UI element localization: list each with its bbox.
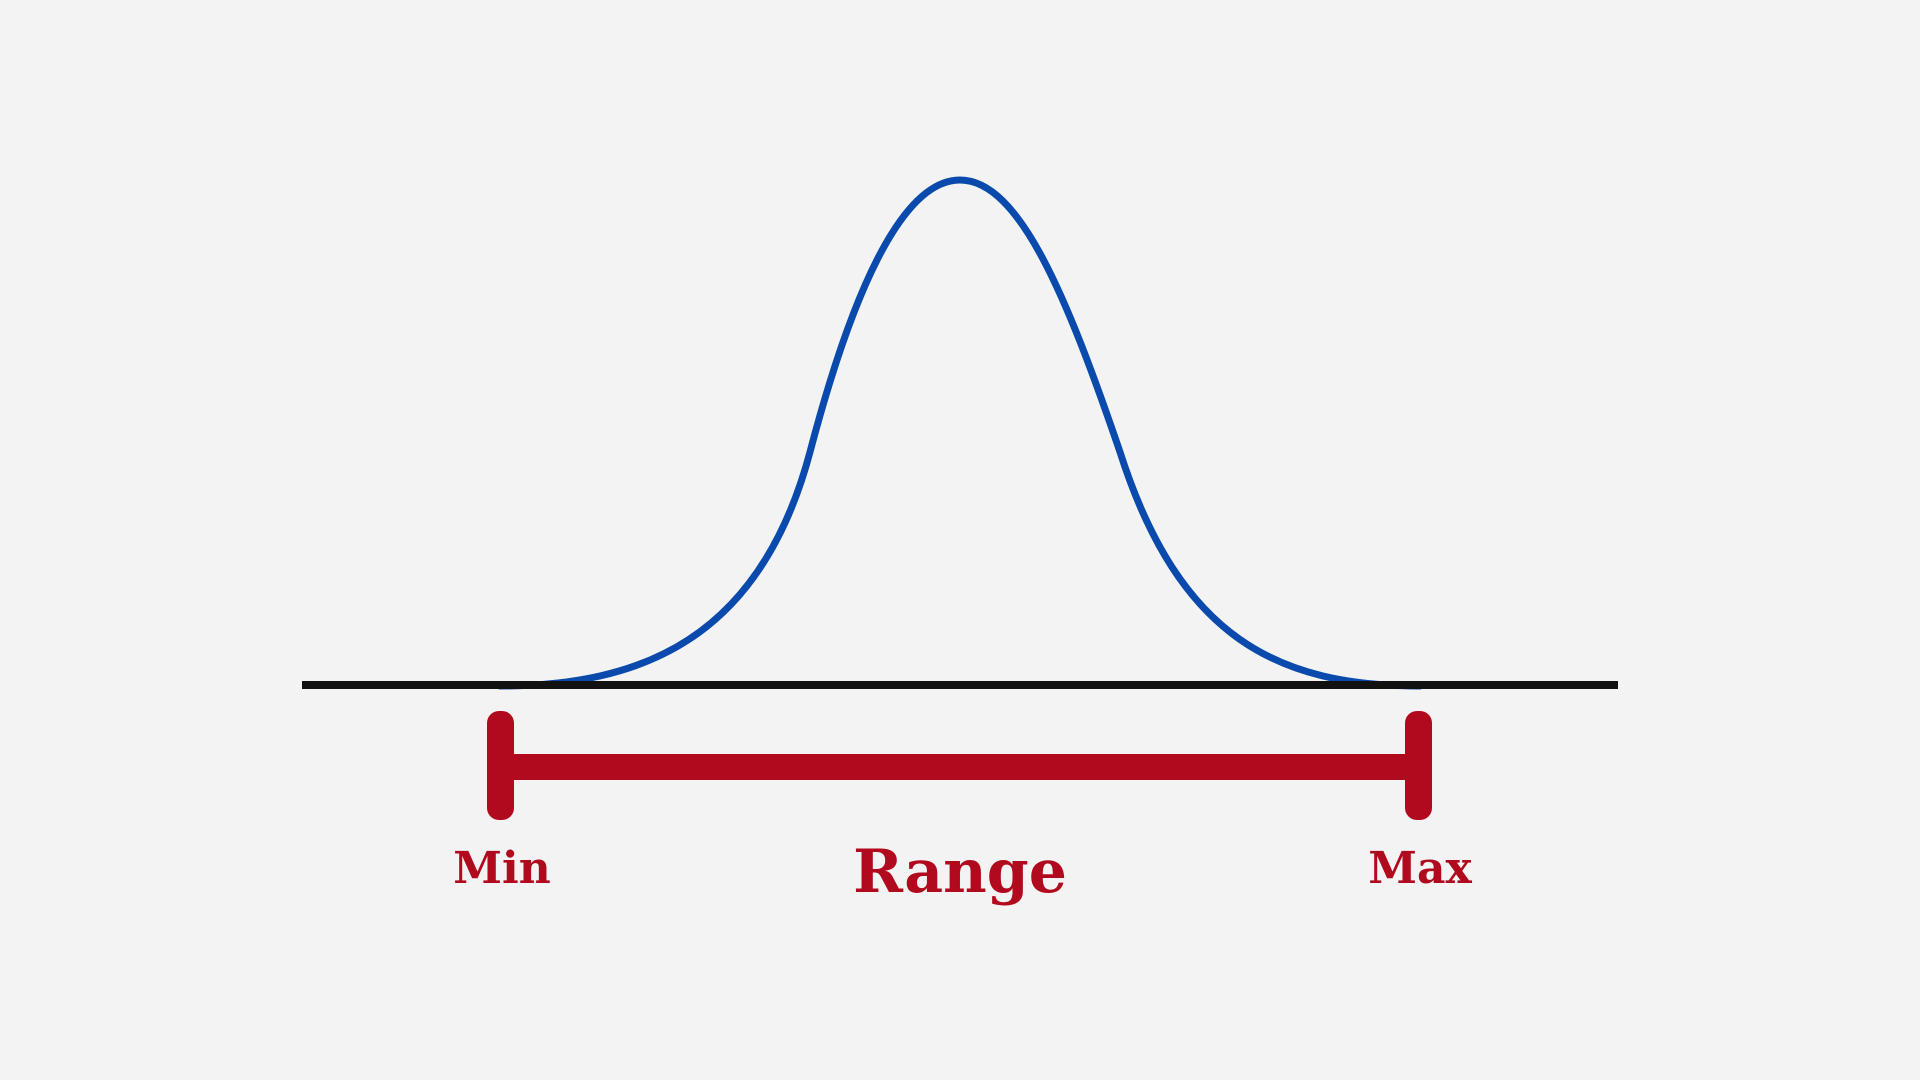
range-label: Range	[853, 837, 1067, 907]
min-end-cap	[487, 711, 514, 820]
max-end-cap	[1405, 711, 1432, 820]
bell-curve	[496, 176, 1424, 690]
max-label: Max	[1368, 843, 1472, 894]
min-label: Min	[453, 843, 551, 894]
